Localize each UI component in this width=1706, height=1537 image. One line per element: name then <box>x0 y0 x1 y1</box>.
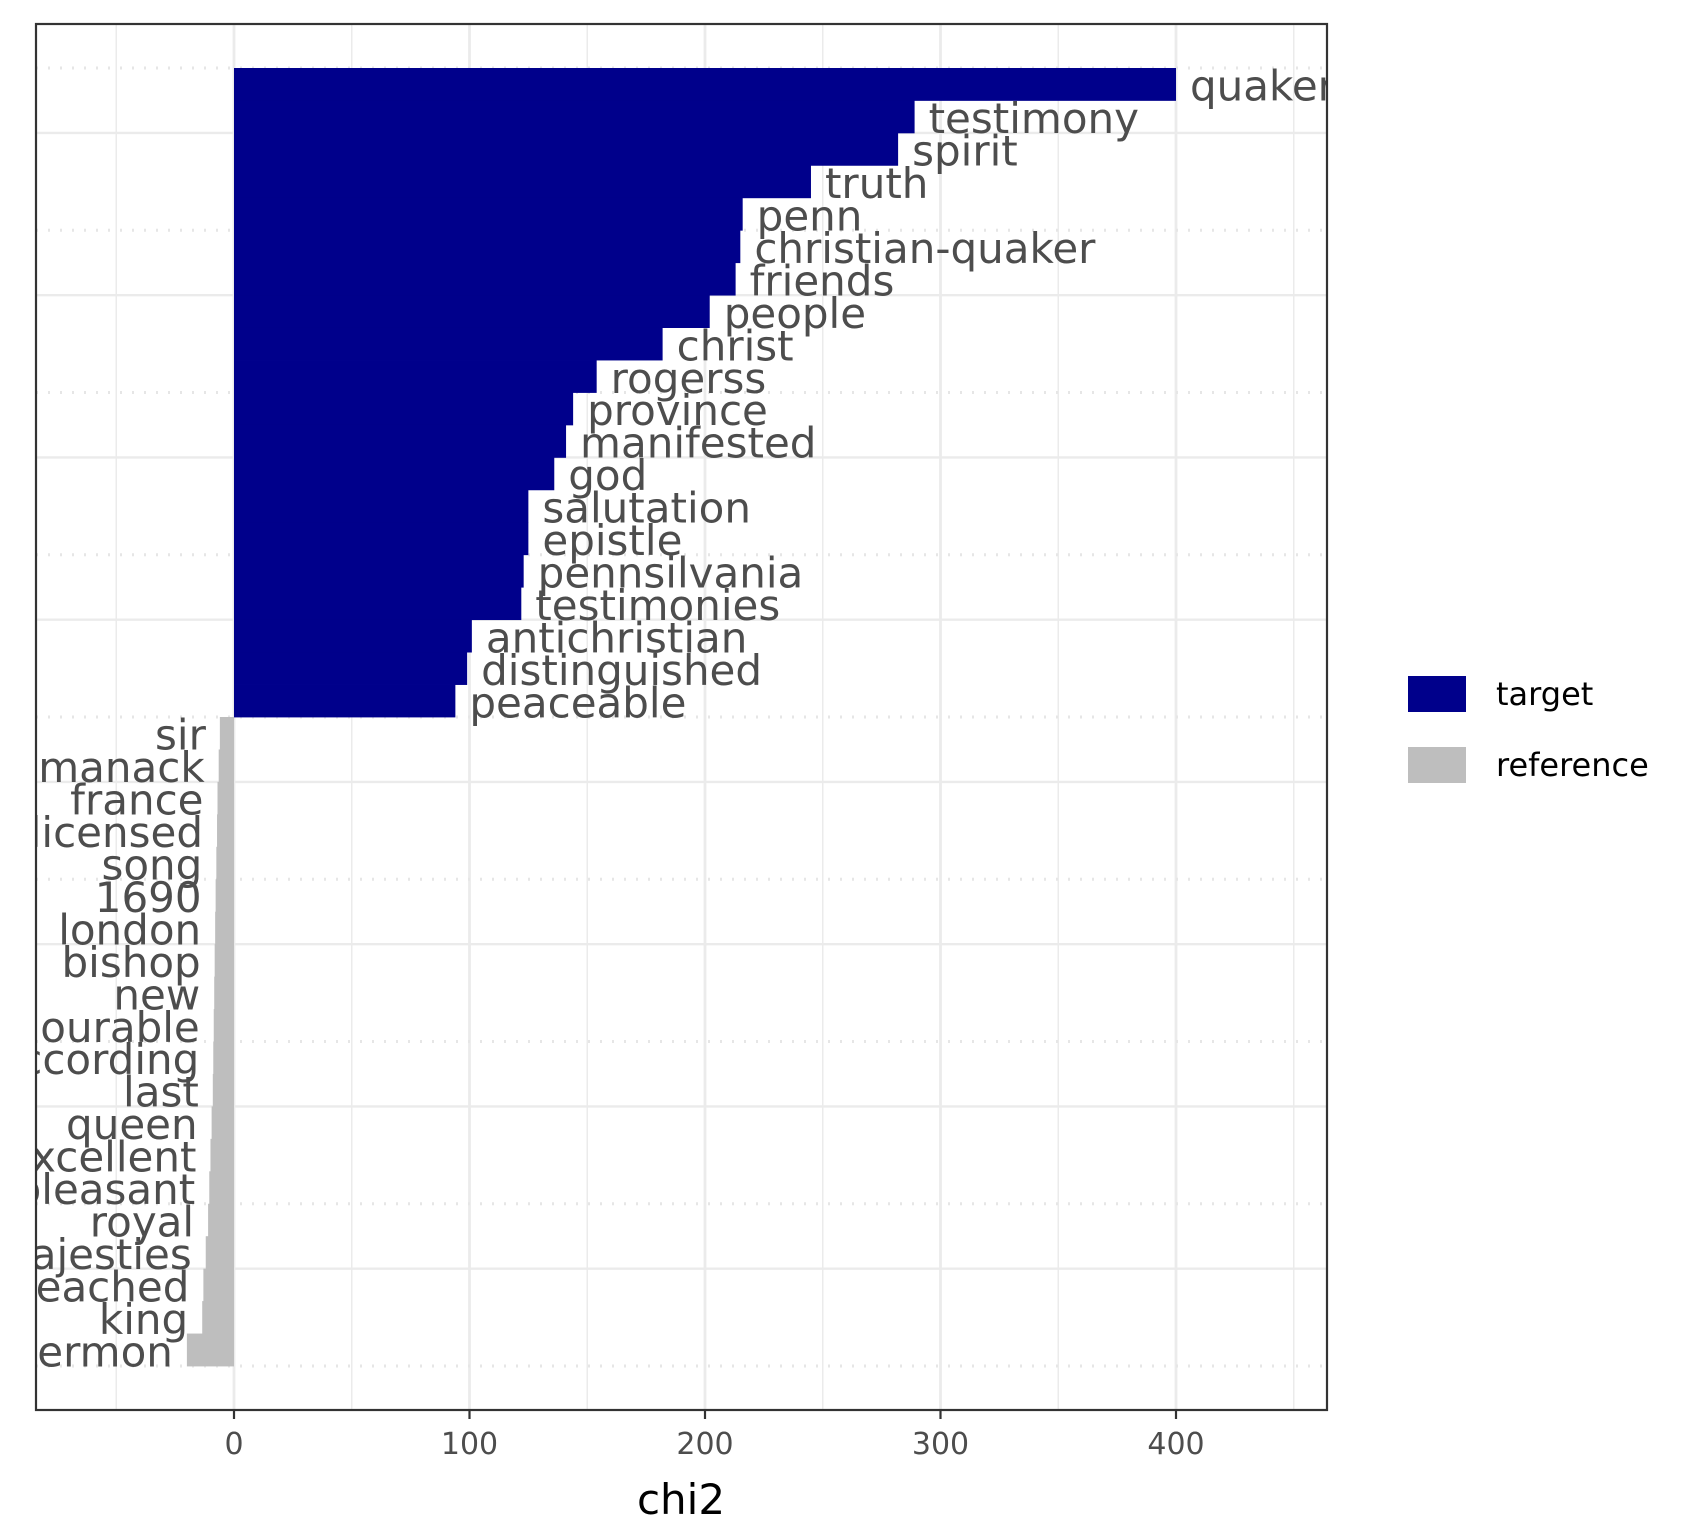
bar <box>234 295 710 328</box>
bar-label: epistle <box>542 516 682 565</box>
bar <box>186 1333 234 1367</box>
legend-key-target <box>1408 676 1466 712</box>
bar <box>210 1138 234 1172</box>
bar <box>234 619 472 653</box>
x-axis-title: chi2 <box>637 1475 725 1524</box>
bar <box>234 327 663 361</box>
bar-label: pleasant <box>15 1165 196 1214</box>
bar-label: spirit <box>912 127 1018 176</box>
bar <box>205 1236 234 1270</box>
bar <box>217 781 234 815</box>
bar-label: france <box>70 776 203 825</box>
bar-label: rogerss <box>611 354 767 403</box>
bar <box>214 976 234 1010</box>
bar-label: new <box>113 970 200 1019</box>
bar <box>234 652 468 685</box>
bar-label: peaceable <box>469 678 686 727</box>
bar-label: according <box>0 1035 199 1084</box>
bar-label: manifested <box>580 419 816 468</box>
bar <box>213 1009 234 1042</box>
x-tick-label: 400 <box>1147 1427 1204 1462</box>
bar-label: excellent <box>6 1133 196 1182</box>
bar <box>234 197 743 231</box>
bar-label: london <box>58 905 201 954</box>
bar-label: testimony <box>929 94 1139 143</box>
bar-label: king <box>99 1295 188 1344</box>
bar <box>209 1171 234 1205</box>
bar <box>212 1073 234 1107</box>
bar-label: christ <box>677 321 794 370</box>
bar <box>234 424 567 458</box>
bar-label: testimonies <box>535 581 780 630</box>
bar-label: god <box>568 451 647 500</box>
bar <box>234 457 555 491</box>
x-tick-label: 200 <box>676 1427 733 1462</box>
bar <box>216 846 234 880</box>
bar-label: queen <box>66 1100 198 1149</box>
legend-key-reference <box>1408 747 1466 783</box>
bar-label: penn <box>757 192 863 241</box>
bar <box>234 132 899 166</box>
bar-label: sermon <box>15 1327 172 1376</box>
bar <box>234 489 529 523</box>
bar-label: pennsilvania <box>538 548 804 597</box>
bar <box>234 165 811 199</box>
bar-label: bishop <box>62 938 201 987</box>
bar <box>215 879 234 913</box>
bar <box>217 814 234 848</box>
bar-label: province <box>587 386 768 435</box>
bar-label: people <box>724 289 866 338</box>
bar-label: song <box>101 841 202 890</box>
bar <box>234 554 524 588</box>
bar-label: honourable <box>0 1003 200 1052</box>
bar <box>234 100 915 134</box>
bar-label: quaker <box>1190 62 1336 111</box>
bar <box>234 262 736 296</box>
bar-label: antichristian <box>486 613 748 662</box>
bar <box>203 1268 234 1302</box>
bar <box>202 1301 234 1334</box>
bar-labels: quaker testimonyspirittruthpennchristian-… <box>0 62 1336 1377</box>
bar-label: licensed <box>30 808 203 857</box>
bar <box>208 1203 234 1237</box>
bar <box>218 749 234 783</box>
bar-label: sir <box>155 711 207 760</box>
bar <box>234 587 522 621</box>
legend-label-reference: reference <box>1496 746 1649 784</box>
legend-label-target: target <box>1496 675 1593 713</box>
bar <box>234 230 741 264</box>
bar-label: almanack <box>1 743 206 792</box>
bar-label: majesties <box>0 1230 192 1279</box>
bar-label: friends <box>750 256 895 305</box>
bar-label: 1690 <box>95 873 202 922</box>
bar-label: distinguished <box>481 646 762 695</box>
plot-panel-border <box>34 22 1329 1412</box>
x-tick-label: 100 <box>441 1427 498 1462</box>
bar-label: salutation <box>542 484 751 533</box>
bar <box>234 68 1176 101</box>
bar <box>219 717 234 750</box>
bar <box>215 911 234 945</box>
bar <box>211 1106 234 1140</box>
x-axis-ticks: 0 100 200 300 400 <box>224 1410 1205 1462</box>
x-tick-label: 0 <box>224 1427 243 1462</box>
legend: target reference <box>1408 675 1649 784</box>
bar <box>234 522 529 556</box>
x-tick-label: 300 <box>912 1427 969 1462</box>
bar-label: christian-quaker <box>754 224 1096 273</box>
bar-label: truth <box>825 159 928 208</box>
bar-label: preached <box>0 1262 189 1311</box>
bar <box>214 944 234 977</box>
bar <box>234 360 597 393</box>
bar <box>234 392 574 426</box>
bars <box>186 68 1176 1367</box>
bar-label: last <box>123 1068 199 1117</box>
bar <box>234 684 456 718</box>
bar <box>213 1041 234 1075</box>
bar-label: royal <box>90 1197 194 1246</box>
